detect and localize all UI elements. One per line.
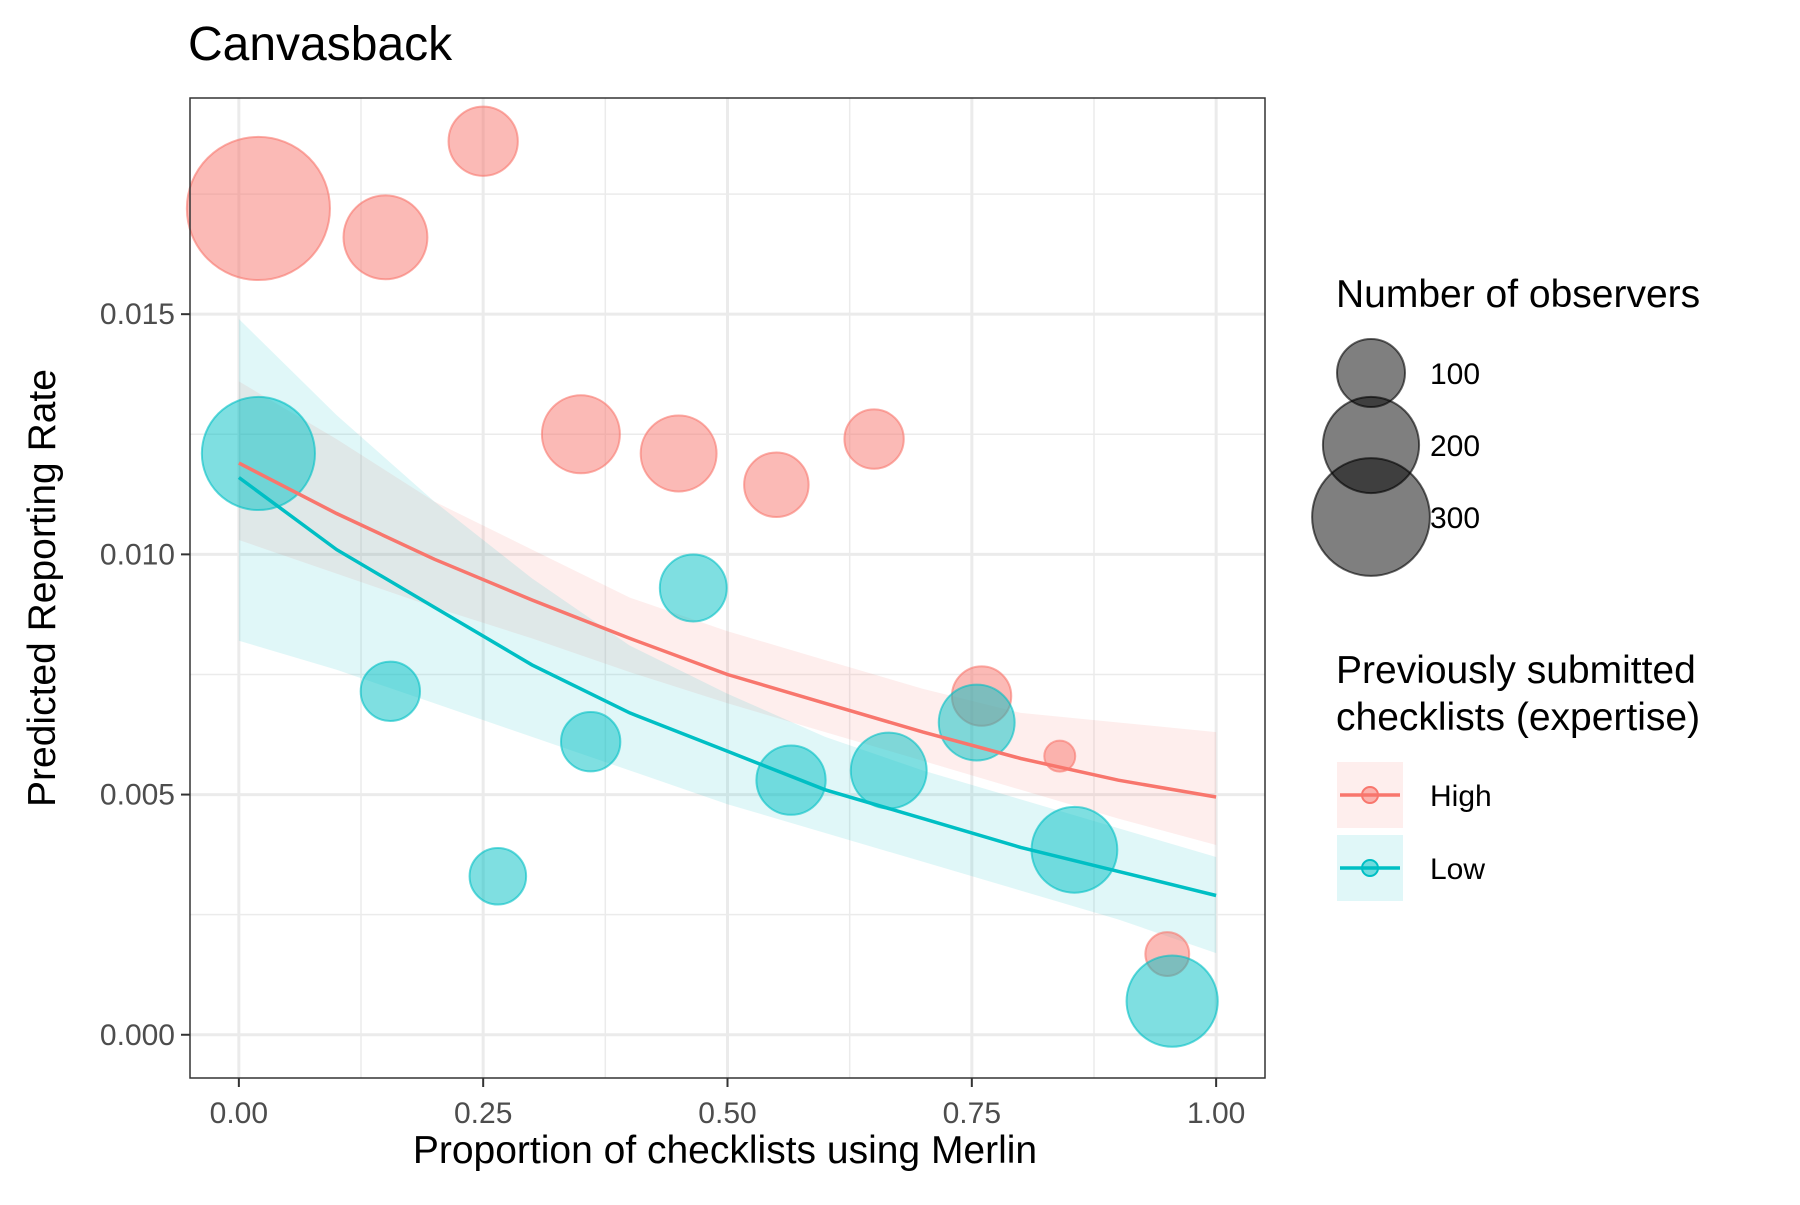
color-legend-label: High xyxy=(1430,780,1492,813)
data-point-high xyxy=(743,451,810,518)
data-point-low xyxy=(658,553,728,623)
size-legend-label: 300 xyxy=(1430,502,1480,535)
data-point-high xyxy=(342,194,429,281)
ribbon-low xyxy=(238,319,1217,954)
x-tick-label: 1.00 xyxy=(1187,1097,1245,1130)
x-tick-label: 0.75 xyxy=(943,1097,1001,1130)
data-point-low xyxy=(468,846,528,906)
y-tick-label: 0.005 xyxy=(100,779,175,812)
data-point-high xyxy=(540,394,621,475)
y-tick-label: 0.015 xyxy=(100,298,175,331)
data-point-low xyxy=(560,711,622,773)
data-point-low xyxy=(200,395,316,512)
y-tick-label: 0.000 xyxy=(100,1019,175,1052)
data-point-low xyxy=(849,731,928,810)
plot-panel: 0.00 0.25 0.50 0.75 1.00 0.000 0.005 0.010 0.015 xyxy=(100,97,1266,1130)
x-tick-label: 0.25 xyxy=(454,1097,512,1130)
color-legend-label: Low xyxy=(1430,853,1485,886)
size-legend: Number of observers 100 200 300 xyxy=(1311,273,1700,577)
data-point-low xyxy=(359,660,422,722)
y-tick-label: 0.010 xyxy=(100,538,175,571)
size-legend-label: 100 xyxy=(1430,358,1480,391)
size-legend-label: 200 xyxy=(1430,430,1480,463)
fit-line-high xyxy=(238,461,1217,799)
x-tick-label: 0.00 xyxy=(210,1097,268,1130)
color-legend-title-line-1: Previously submitted xyxy=(1336,649,1696,692)
data-point-high xyxy=(185,135,331,282)
color-legend-title-line-2: checklists (expertise) xyxy=(1336,696,1700,739)
chart-title: Canvasback xyxy=(188,18,453,71)
data-point-high xyxy=(639,414,718,493)
x-axis-title: Proportion of checklists using Merlin xyxy=(413,1129,1037,1172)
data-point-low xyxy=(755,744,827,816)
data-point-high xyxy=(843,408,905,470)
size-legend-key xyxy=(1311,457,1431,577)
y-axis-title: Predicted Reporting Rate xyxy=(21,369,64,807)
data-point-low xyxy=(1030,805,1119,894)
color-legend-key-point xyxy=(1361,786,1379,804)
data-point-high xyxy=(447,105,519,177)
data-point-low xyxy=(937,683,1016,762)
data-point-low xyxy=(1125,954,1219,1048)
size-legend-title: Number of observers xyxy=(1336,273,1700,316)
x-tick-label: 0.50 xyxy=(698,1097,756,1130)
color-legend-key-point xyxy=(1361,859,1379,877)
color-legend: Previously submitted checklists (experti… xyxy=(1336,649,1700,901)
fit-line-low xyxy=(237,476,1217,898)
